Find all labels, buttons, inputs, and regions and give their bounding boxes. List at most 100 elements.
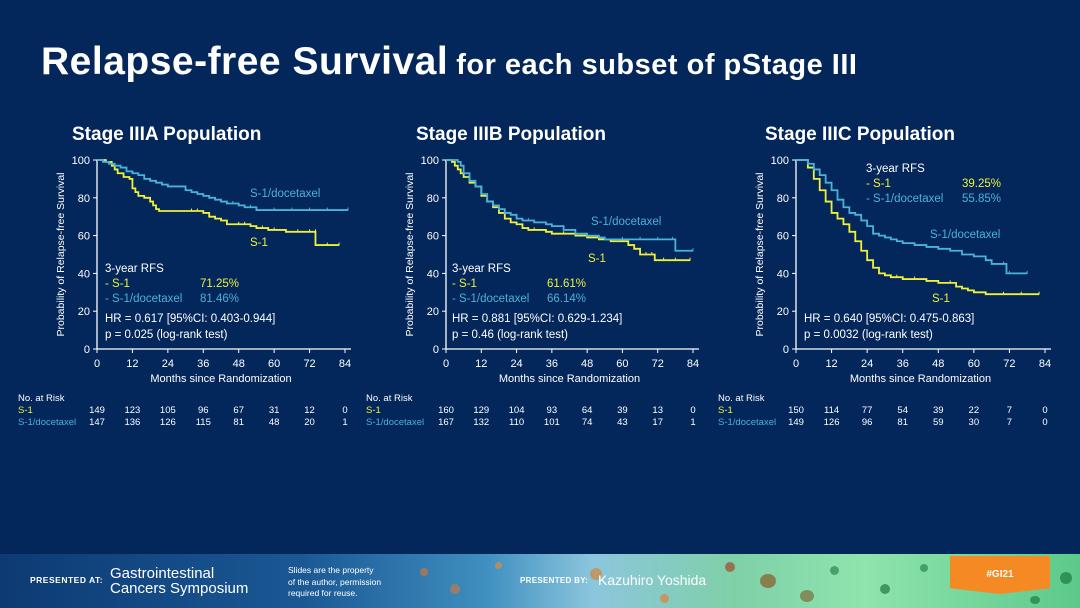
rfs-s1-label: - S-1 [452, 278, 477, 290]
p-value: p = 0.0032 (log-rank test) [804, 329, 933, 341]
risk-count: 1 [690, 417, 696, 428]
rfs-s1-value: 71.25% [200, 278, 239, 290]
risk-count: 48 [268, 417, 280, 428]
risk-count: 129 [473, 405, 490, 416]
risk-count: 147 [89, 417, 105, 428]
risk-table-iiib: No. at Risk S-1 160 129 104 93 64 39 13 0 S-1/doce… [366, 393, 696, 429]
presented-at-label: PRESENTED AT: [30, 575, 104, 585]
conference-line-2: Cancers Symposium [110, 580, 249, 597]
copyright-note-line: required for reuse. [288, 588, 358, 598]
copyright-note: Slides are the property of the author, p… [288, 565, 381, 600]
risk-count: 0 [690, 405, 696, 416]
risk-count: 101 [543, 417, 560, 428]
slide-title-sub: for each subset of pStage III [456, 49, 858, 81]
risk-count: 7 [1006, 405, 1013, 416]
x-tick-label: 60 [616, 358, 628, 370]
risk-count: 54 [897, 405, 908, 416]
x-tick-label: 0 [94, 358, 100, 370]
p-value: p = 0.025 (log-rank test) [105, 329, 228, 341]
rfs-header: 3-year RFS [105, 263, 164, 275]
x-tick-label: 60 [968, 358, 980, 370]
risk-count: 110 [508, 417, 525, 428]
y-axis-label: Probability of Relapse-free Survival [404, 173, 416, 337]
km-curve-s1-docetaxel [97, 159, 348, 211]
y-tick-label: 40 [78, 268, 90, 280]
y-tick-label: 20 [427, 306, 439, 318]
risk-count: 77 [861, 405, 873, 416]
risk-count: 115 [195, 417, 211, 428]
x-tick-label: 36 [197, 358, 209, 370]
rfs-s1-label: - S-1 [105, 278, 130, 290]
km-charts: 0 20 40 60 80 100 0 12 24 36 48 60 72 84 Months since … [55, 155, 1051, 385]
y-tick-label: 20 [777, 306, 789, 318]
risk-table-header: No. at Risk [18, 393, 65, 404]
risk-table-header: No. at Risk [366, 393, 413, 404]
y-tick-label: 0 [84, 344, 90, 356]
curve-label-s1-docetaxel: S-1/docetaxel [930, 229, 1000, 241]
y-tick-label: 60 [427, 231, 439, 243]
risk-count: 96 [861, 417, 873, 428]
rfs-header: 3-year RFS [452, 263, 511, 275]
y-tick-label: 40 [427, 268, 439, 280]
risk-row-label: S-1 [366, 405, 381, 416]
x-tick-label: 48 [233, 358, 245, 370]
curve-label-s1-docetaxel: S-1/docetaxel [591, 216, 661, 228]
x-tick-label: 48 [932, 358, 944, 370]
risk-count: 150 [788, 405, 804, 416]
rfs-docetaxel-label: - S-1/docetaxel [866, 193, 943, 205]
y-tick-label: 0 [783, 344, 789, 356]
hashtag-badge: #GI21 [950, 556, 1050, 594]
rfs-docetaxel-value: 55.85% [962, 193, 1001, 205]
risk-count: 30 [968, 417, 980, 428]
risk-count: 81 [233, 417, 244, 428]
risk-count: 0 [342, 405, 348, 416]
risk-count: 136 [124, 417, 141, 428]
x-axis-label: Months since Randomization [850, 373, 991, 385]
risk-count: 39 [932, 405, 944, 416]
risk-count: 64 [581, 405, 593, 416]
km-curve-s1-docetaxel [796, 159, 1028, 275]
risk-count: 59 [932, 417, 944, 428]
x-tick-label: 12 [126, 358, 138, 370]
footer-banner: PRESENTED AT: Gastrointestinal Cancers S… [0, 554, 1080, 608]
curve-label-s1: S-1 [932, 293, 950, 305]
hazard-ratio: HR = 0.881 [95%CI: 0.629-1.234] [452, 313, 622, 325]
risk-count: 12 [304, 405, 315, 416]
risk-table-header: No. at Risk [718, 393, 765, 404]
x-tick-label: 84 [687, 358, 699, 370]
risk-count: 167 [438, 417, 454, 428]
risk-table-row: S-1/docetaxel 167 132 110 101 74 43 17 1 [366, 417, 696, 429]
slide-title-main: Relapse-free Survival [41, 40, 449, 83]
rfs-s1-value: 39.25% [962, 178, 1001, 190]
risk-row-label: S-1/docetaxel [366, 417, 425, 428]
risk-count: 93 [546, 405, 558, 416]
risk-row-label: S-1 [18, 405, 33, 416]
y-tick-label: 100 [72, 155, 90, 167]
risk-table-iiia: No. at Risk S-1 149 123 105 96 67 31 12 0 S-1/doce… [18, 393, 348, 429]
risk-table-row: S-1/docetaxel 147 136 126 115 81 48 20 1 [18, 417, 348, 429]
risk-count: 104 [508, 405, 525, 416]
y-tick-label: 80 [427, 193, 439, 205]
risk-count: 160 [438, 405, 454, 416]
risk-count: 67 [233, 405, 244, 416]
x-tick-label: 12 [475, 358, 487, 370]
x-tick-label: 84 [1039, 358, 1051, 370]
panel-title-iiia: Stage IIIA Population [72, 124, 262, 145]
risk-count: 81 [897, 417, 908, 428]
risk-count: 132 [473, 417, 490, 428]
x-tick-label: 0 [443, 358, 449, 370]
risk-row-label: S-1 [718, 405, 733, 416]
rfs-docetaxel-value: 81.46% [200, 293, 239, 305]
risk-count: 114 [823, 405, 840, 416]
panel-title-iiic: Stage IIIC Population [765, 124, 956, 145]
x-tick-label: 24 [510, 358, 522, 370]
x-tick-label: 72 [652, 358, 664, 370]
risk-row-label: S-1/docetaxel [718, 417, 777, 428]
p-value: p = 0.46 (log-rank test) [452, 329, 568, 341]
panel-title-iiib: Stage IIIB Population [416, 124, 607, 145]
curve-label-s1: S-1 [250, 237, 268, 249]
y-tick-label: 20 [78, 306, 90, 318]
risk-count: 22 [968, 405, 980, 416]
risk-count: 39 [617, 405, 628, 416]
slide-title: Relapse-free Survival for each subset of … [41, 40, 857, 84]
